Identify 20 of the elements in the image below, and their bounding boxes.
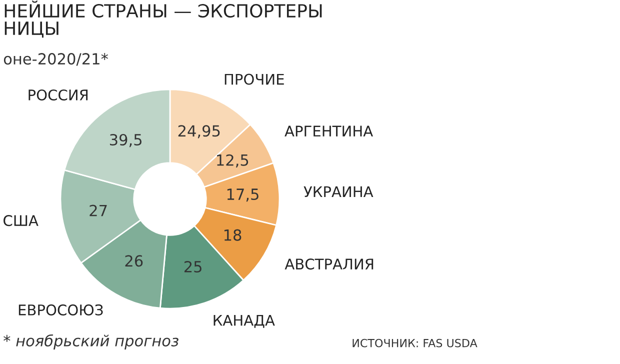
text: * ноябрьский прогноз [4, 334, 178, 350]
slice-label: УКРАИНА [304, 186, 374, 198]
slice-label: КАНАДА [214, 314, 275, 328]
data-label: 18 [224, 229, 242, 241]
slice-label: АВСТРАЛИЯ [284, 258, 374, 270]
slice-label: США [4, 215, 38, 226]
chart-title: НЕЙШИЕ СТРАНЫ — ЭКСПОРТЕРЫ НИЦЫ [4, 0, 322, 38]
slice-label: АРГЕНТИНА [284, 126, 373, 136]
data-label: 24,95 [178, 125, 220, 138]
data-label: 26 [125, 255, 143, 267]
data-label: 39,5 [110, 134, 142, 148]
slice-label: ПРОЧИЕ [224, 74, 284, 85]
data-label: 12,5 [217, 154, 248, 168]
chart-subtitle: оне-2020/21* [4, 53, 108, 66]
text: ИСТОЧНИК: FAS USDA [352, 338, 478, 348]
slice-label: ЕВРОСОЮЗ [18, 304, 103, 316]
slice-label: РОССИЯ [28, 89, 88, 100]
data-label: 25 [184, 260, 202, 273]
data-label: 17,5 [227, 188, 258, 202]
data-label: 27 [90, 204, 107, 216]
